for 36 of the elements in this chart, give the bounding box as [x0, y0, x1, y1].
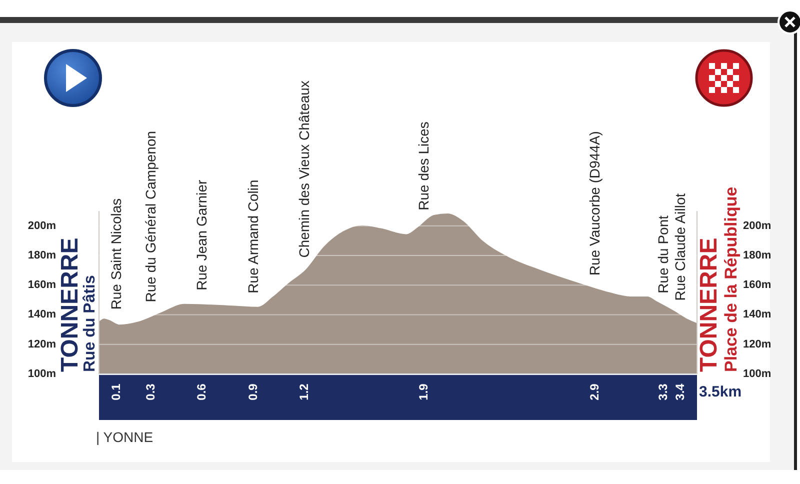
y2-tick-label: 180m — [28, 249, 56, 262]
x-tick-label: 0.6 — [194, 383, 209, 400]
x-tick-label: 0.3 — [143, 383, 158, 400]
y2-tick-label: 200m — [28, 220, 56, 232]
x-tick-label: 3.4 — [672, 383, 687, 400]
annotation: TONNERRE — [696, 238, 722, 372]
annotation: Rue des Lices — [416, 122, 432, 210]
text: TONNERRE — [56, 238, 84, 372]
y-tick-label: 160m — [743, 279, 772, 292]
x-tick-label: 0.9 — [246, 383, 260, 400]
annotation: Chemin des Vieux Châteaux — [296, 80, 312, 258]
y2-tick-label: 160m — [28, 279, 56, 292]
x-tick-label: 3.3 — [656, 383, 670, 400]
text: | YONNE — [96, 429, 154, 445]
annotation: Rue Armand Colin — [244, 180, 261, 294]
y-tick-label: 180m — [743, 249, 772, 262]
annotation: Rue Saint Nicolas — [108, 198, 124, 310]
x-tick-label: 0.1 — [109, 383, 124, 400]
annotation: Rue du Pont — [654, 215, 671, 294]
x-tick-label: 1.2 — [297, 383, 312, 400]
text: 3.5km — [699, 384, 742, 400]
y-tick-label: 120m — [743, 338, 772, 350]
x-tick-label: 1.9 — [416, 383, 431, 400]
x-tick-label: 2.9 — [587, 383, 602, 400]
text: Rue du Pâtis — [82, 274, 98, 372]
y-tick-label: 100m — [743, 368, 772, 380]
y-tick-label: 200m — [743, 220, 772, 232]
annotation: Rue Jean Garnier — [194, 180, 210, 290]
y2-tick-label: 120m — [28, 338, 56, 350]
annotation: Rue Claude Aillot — [672, 193, 688, 301]
text: Place de la République — [722, 186, 740, 372]
annotation: Rue Vaucorbe (D944A) — [586, 131, 602, 276]
y2-tick-label: 100m — [28, 368, 56, 380]
y-tick-label: 140m — [743, 308, 772, 321]
annotation: Rue du Général Campenon — [142, 130, 158, 302]
y2-tick-label: 140m — [28, 308, 56, 321]
